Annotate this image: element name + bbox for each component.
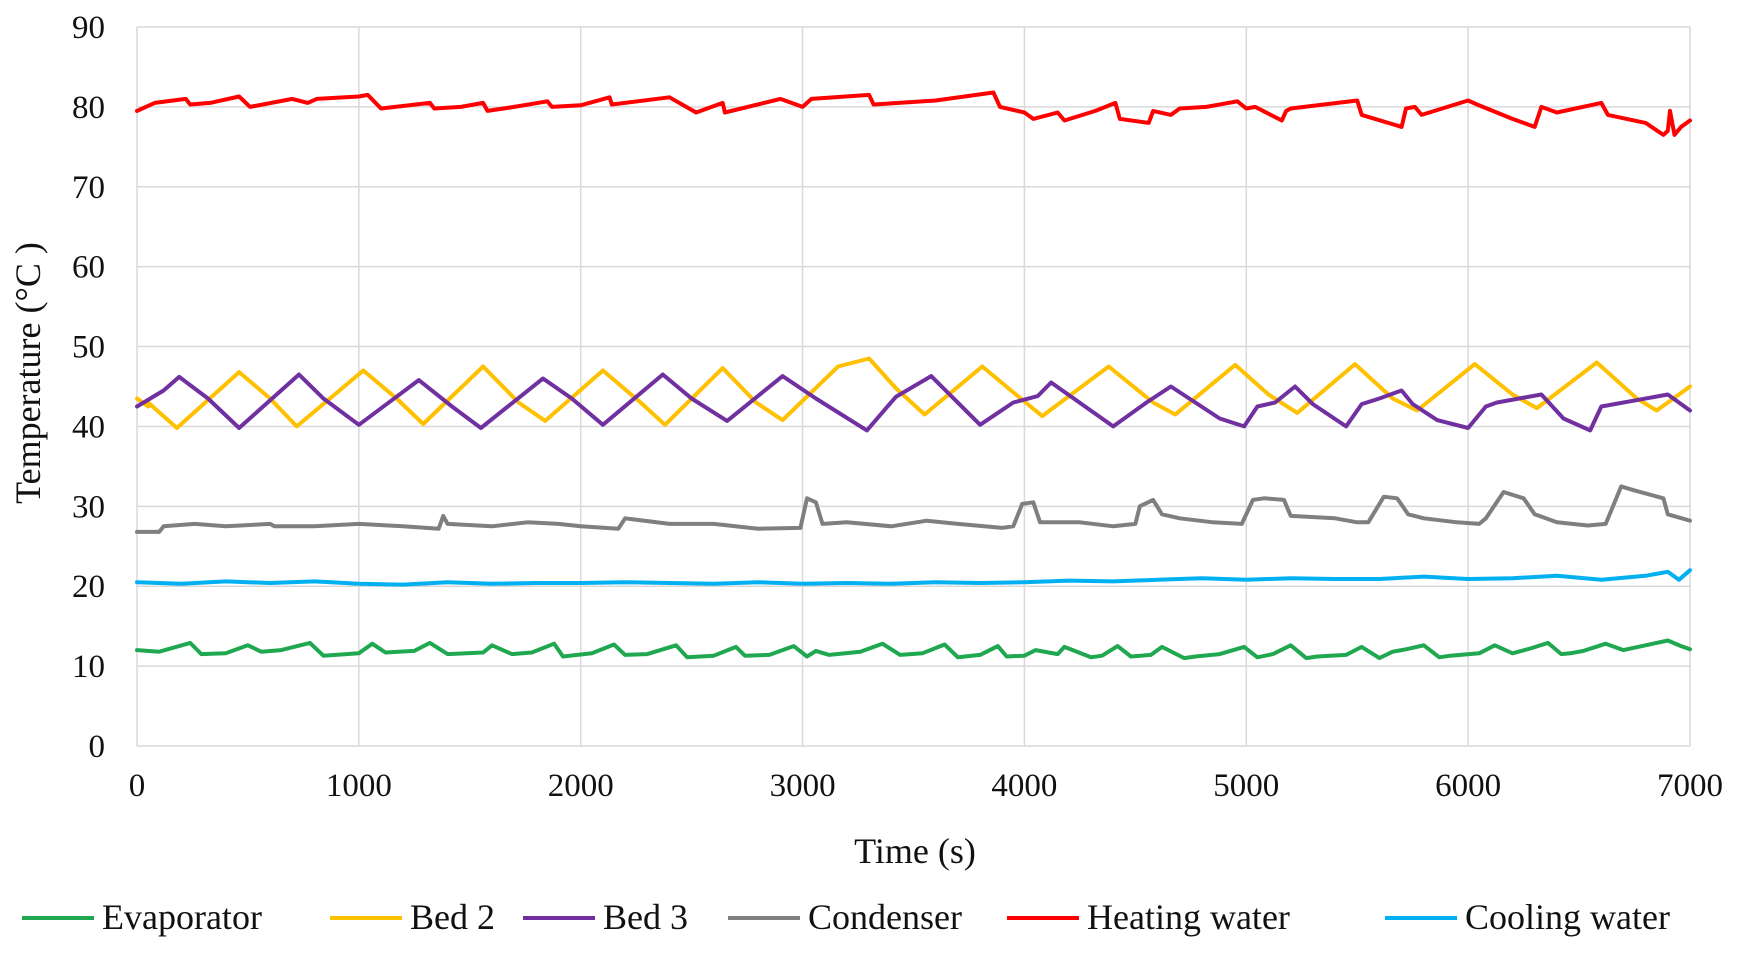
x-tick-label: 7000 [1657,768,1723,804]
x-tick-label: 2000 [548,768,614,804]
x-tick-label: 1000 [326,768,392,804]
series-line-evaporator [135,638,1692,661]
legend-label-cooling-water: Cooling water [1465,897,1670,937]
legend-label-heating-water: Heating water [1087,897,1290,937]
x-tick-label: 5000 [1213,768,1279,804]
series-line-condenser [135,484,1692,534]
legend: Evaporator Bed 2 Bed 3 Condenser Heating wat… [22,897,1670,937]
y-tick-label: 20 [72,569,105,605]
legend-label-condenser: Condenser [808,897,962,937]
series-line-bed-3 [135,372,1692,433]
x-tick-label: 3000 [770,768,836,804]
y-axis-ticks: 0 10 20 30 40 50 60 70 80 90 [72,10,105,765]
y-axis-title: Temperature (°C ) [8,242,48,504]
legend-label-bed-3: Bed 3 [603,897,688,937]
y-tick-label: 80 [72,90,105,126]
y-tick-label: 60 [72,250,105,286]
y-tick-label: 40 [72,409,105,445]
x-tick-label: 6000 [1435,768,1501,804]
x-tick-label: 0 [129,768,146,804]
y-tick-label: 90 [72,10,105,46]
x-axis-ticks: 0 1000 2000 3000 4000 5000 6000 7000 [129,768,1723,804]
series-line-heating-water [135,90,1692,137]
series-line-bed-2 [135,356,1692,430]
legend-label-evaporator: Evaporator [102,897,262,937]
legend-label-bed-2: Bed 2 [410,897,495,937]
y-tick-label: 50 [72,330,105,366]
x-axis-title: Time (s) [854,831,976,871]
y-tick-label: 0 [89,729,106,765]
y-tick-label: 70 [72,170,105,206]
series-line-cooling-water [135,568,1692,587]
series-lines [135,90,1692,661]
x-tick-label: 4000 [991,768,1057,804]
y-tick-label: 30 [72,489,105,525]
y-tick-label: 10 [72,649,105,685]
